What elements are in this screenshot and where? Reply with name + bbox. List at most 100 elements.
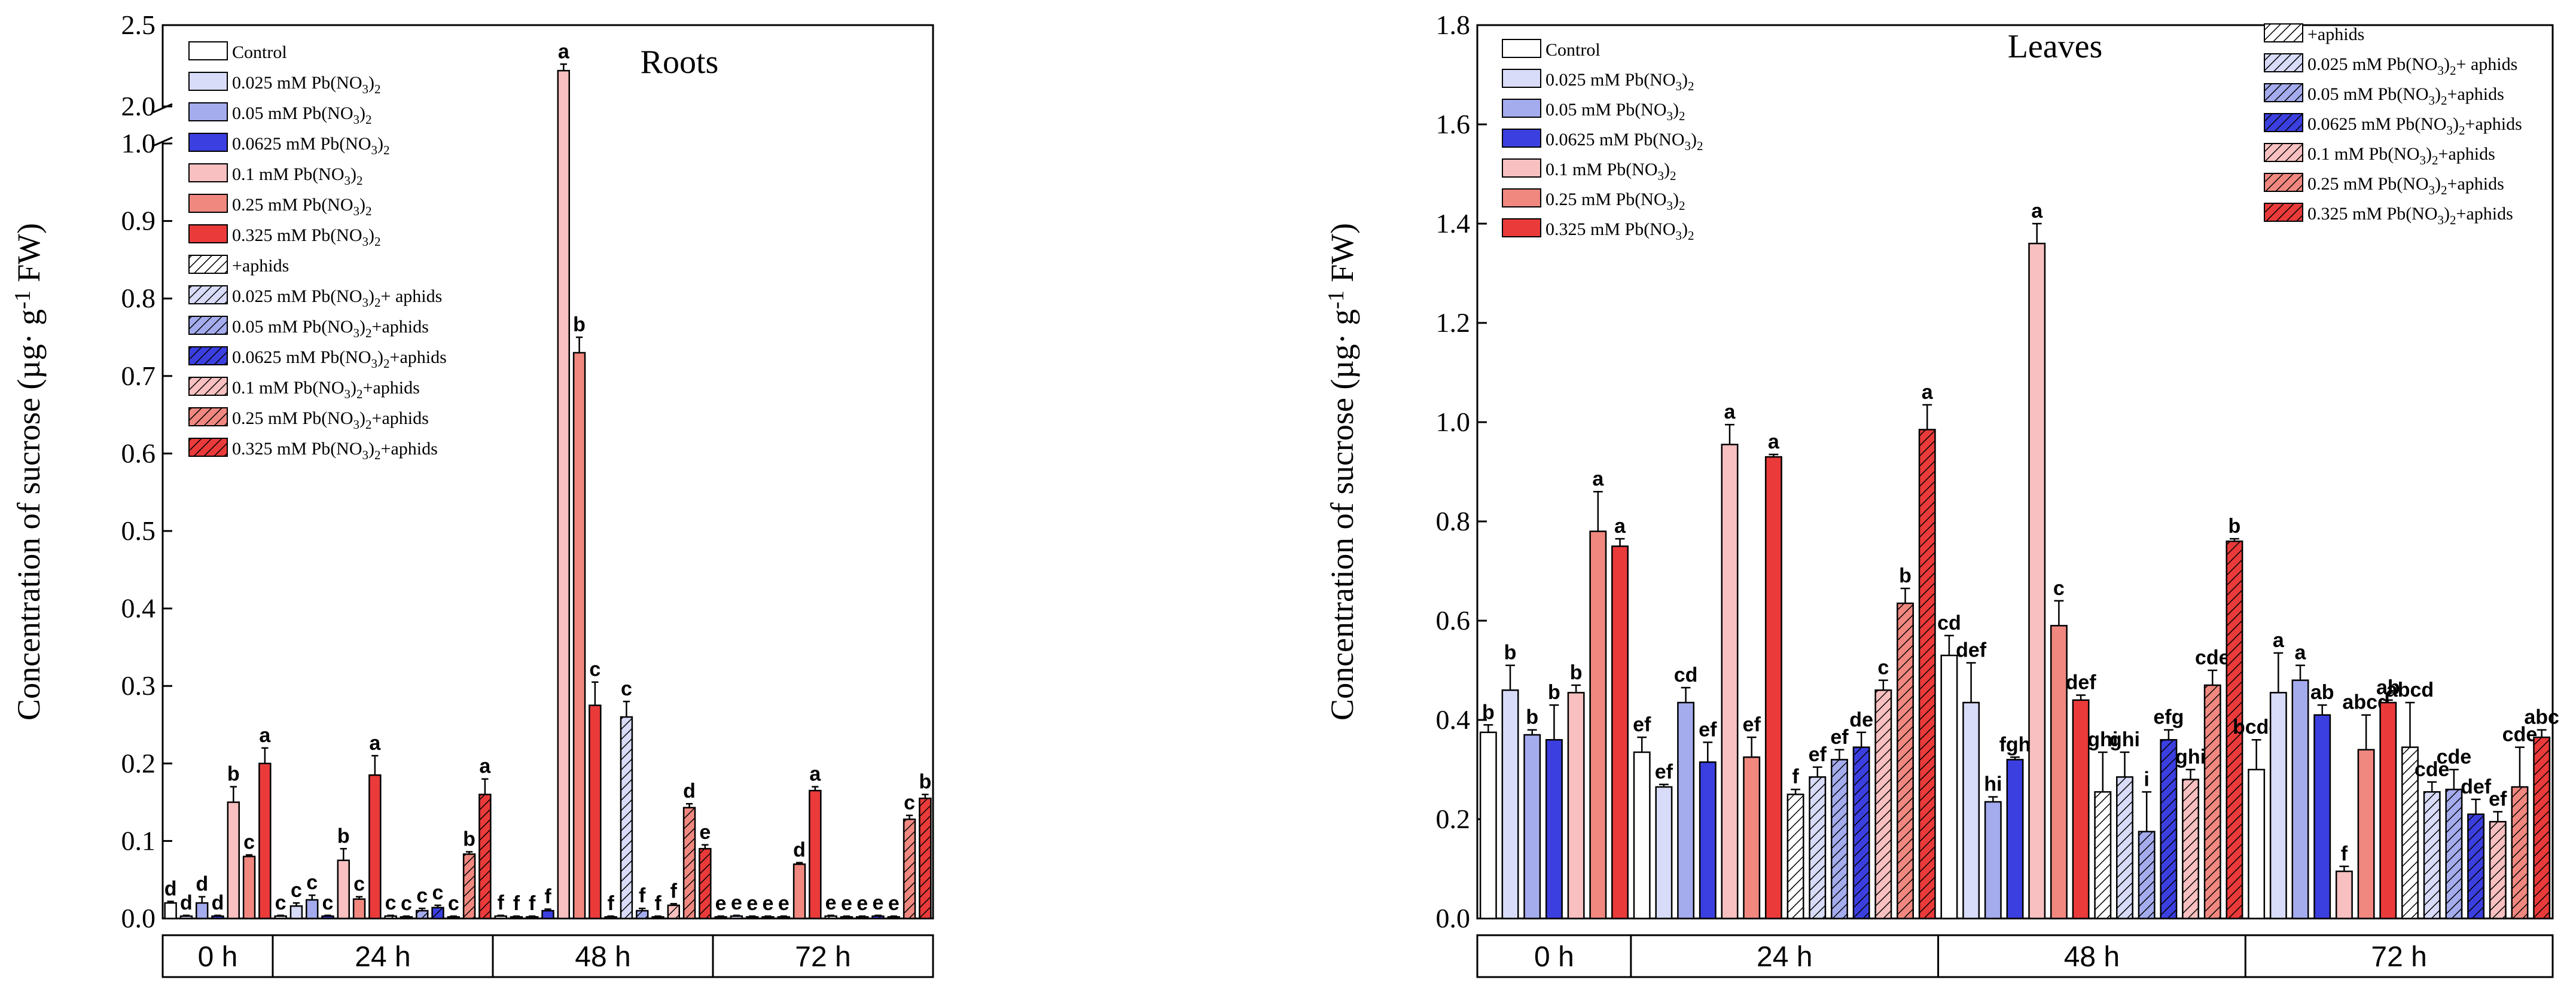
legend-swatch	[188, 224, 228, 243]
bar	[2291, 679, 2309, 920]
significance-letter: e	[699, 821, 711, 844]
significance-letter: e	[731, 892, 742, 914]
bar	[620, 716, 633, 920]
bar	[2533, 736, 2551, 920]
bar	[2269, 692, 2287, 920]
roots-panel: 0.0 0.1 0.2 0.3 0.4 0.5 0.6 0.7 0.8 0.9 1.0 2.0 2.5 C…	[10, 10, 934, 978]
legend-swatch	[1502, 39, 1541, 58]
legend-label: 0.05 mM Pb(NO3)2+aphids	[2307, 84, 2504, 108]
legend-label: 0.0625 mM Pb(NO3)2+aphids	[232, 347, 447, 371]
bar	[1874, 689, 1892, 920]
bar	[1809, 776, 1827, 920]
legend-label: Control	[1545, 40, 1601, 60]
legend-label: 0.025 mM Pb(NO3)2	[232, 73, 381, 96]
bar	[871, 915, 885, 920]
bar	[604, 916, 617, 920]
legend-swatch	[1502, 129, 1541, 148]
bar	[761, 916, 775, 920]
significance-letter: c	[904, 792, 915, 814]
legend-swatch	[1502, 158, 1541, 178]
bar	[1501, 689, 1519, 920]
bar	[2489, 820, 2507, 920]
significance-letter: ef	[1655, 761, 1673, 783]
significance-letter: a	[479, 755, 491, 778]
significance-letter: a	[1614, 515, 1626, 538]
legend-label: 0.325 mM Pb(NO3)2	[232, 225, 381, 249]
significance-letter: c	[243, 831, 255, 854]
bar	[903, 818, 916, 920]
bar	[274, 915, 287, 920]
bar	[321, 915, 334, 920]
significance-letter: a	[1922, 381, 1934, 404]
legend-swatch	[188, 163, 228, 182]
bar	[227, 801, 240, 920]
legend-swatch	[2264, 143, 2303, 162]
significance-letter: e	[841, 892, 852, 915]
bar	[1897, 602, 1914, 920]
y-tick-label: 0.1	[121, 825, 156, 856]
significance-letter: ef	[1809, 743, 1827, 766]
bar	[1984, 801, 2002, 920]
bar	[2357, 749, 2375, 920]
legend-swatch	[2264, 113, 2303, 132]
significance-letter: b	[1899, 564, 1912, 587]
legend-swatch	[188, 72, 228, 91]
y-tick-label: 1.4	[1436, 208, 1471, 239]
legend-swatch	[188, 133, 228, 152]
legend-label: 0.0625 mM Pb(NO3)2+aphids	[2307, 114, 2522, 138]
legend-label: 0.025 mM Pb(NO3)2+ aphids	[2307, 54, 2517, 78]
period-label: 72 h	[2371, 941, 2426, 973]
y-tick-label: 0.2	[121, 748, 156, 779]
axis-break-gap	[154, 108, 172, 142]
legend-swatch	[188, 41, 228, 60]
legend-swatch	[188, 438, 228, 457]
significance-letter: ef	[1743, 713, 1761, 736]
significance-letter: e	[873, 892, 884, 914]
significance-letter: e	[856, 892, 868, 915]
bar	[447, 916, 460, 920]
legend-label: 0.25 mM Pb(NO3)2	[1545, 190, 1685, 213]
bar	[1743, 756, 1761, 920]
legend-swatch	[188, 102, 228, 121]
significance-letter: d	[180, 892, 193, 914]
period-label: 0 h	[198, 941, 238, 973]
bar	[1852, 746, 1870, 920]
bar	[211, 915, 224, 920]
significance-letter: e	[715, 892, 727, 915]
bar	[179, 915, 193, 920]
legend-label: 0.1 mM Pb(NO3)2	[1545, 160, 1676, 183]
significance-letter: c	[401, 892, 412, 915]
legend-label: 0.1 mM Pb(NO3)2+aphids	[232, 378, 420, 401]
bar	[2182, 779, 2200, 920]
y-tick-label: 0.4	[1436, 704, 1471, 735]
legend-swatch	[2264, 83, 2303, 102]
legend-label: Control	[232, 42, 287, 62]
significance-letter: f	[654, 892, 661, 915]
significance-letter: ghi	[2087, 728, 2118, 751]
y-tick-label: 0.8	[121, 283, 156, 313]
bar	[1655, 786, 1673, 920]
bar	[242, 856, 256, 920]
y-tick-label: 1.2	[1436, 307, 1471, 338]
period-label: 24 h	[355, 941, 410, 973]
bar	[2335, 870, 2353, 920]
bar	[1787, 793, 1804, 920]
significance-letter: cd	[1674, 664, 1698, 686]
significance-letter: b	[1482, 701, 1495, 724]
bar	[2203, 684, 2221, 920]
significance-letter: b	[1504, 642, 1517, 664]
significance-letter: def	[2066, 672, 2097, 694]
bar	[1721, 444, 1739, 920]
bar	[258, 762, 272, 920]
bar	[887, 916, 900, 920]
significance-letter: f	[544, 885, 551, 908]
period-label: 0 h	[1534, 941, 1574, 973]
legend-swatch	[188, 255, 228, 274]
bar	[526, 916, 539, 920]
legend-right-column: +aphids 0.025 mM Pb(NO3)2+ aphids 0.05 mM …	[2264, 23, 2522, 227]
y-tick-label: 0.2	[1436, 804, 1471, 834]
period-label: 48 h	[575, 941, 630, 973]
significance-letter: ghi	[2109, 728, 2140, 751]
